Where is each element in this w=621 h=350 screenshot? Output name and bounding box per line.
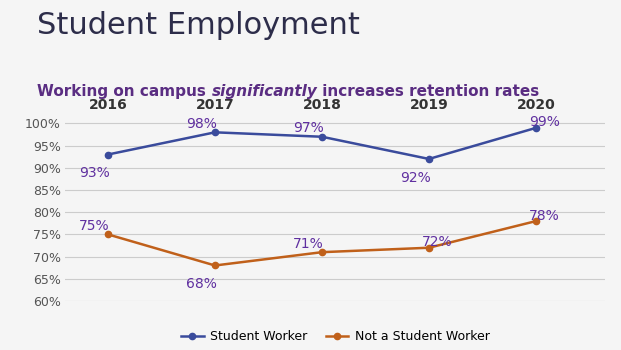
Text: 68%: 68% bbox=[186, 276, 217, 290]
Text: 75%: 75% bbox=[79, 219, 109, 233]
Text: 97%: 97% bbox=[292, 121, 324, 135]
Text: 99%: 99% bbox=[529, 115, 560, 129]
Text: 71%: 71% bbox=[292, 237, 324, 251]
Text: 78%: 78% bbox=[529, 209, 560, 223]
Text: 72%: 72% bbox=[422, 235, 453, 249]
Text: 92%: 92% bbox=[400, 172, 430, 186]
Legend: Student Worker, Not a Student Worker: Student Worker, Not a Student Worker bbox=[176, 326, 494, 349]
Text: significantly: significantly bbox=[211, 84, 317, 99]
Text: 98%: 98% bbox=[186, 117, 217, 131]
Text: Student Employment: Student Employment bbox=[37, 10, 360, 40]
Text: increases retention rates: increases retention rates bbox=[317, 84, 540, 99]
Text: Working on campus: Working on campus bbox=[37, 84, 211, 99]
Text: 93%: 93% bbox=[79, 166, 109, 180]
